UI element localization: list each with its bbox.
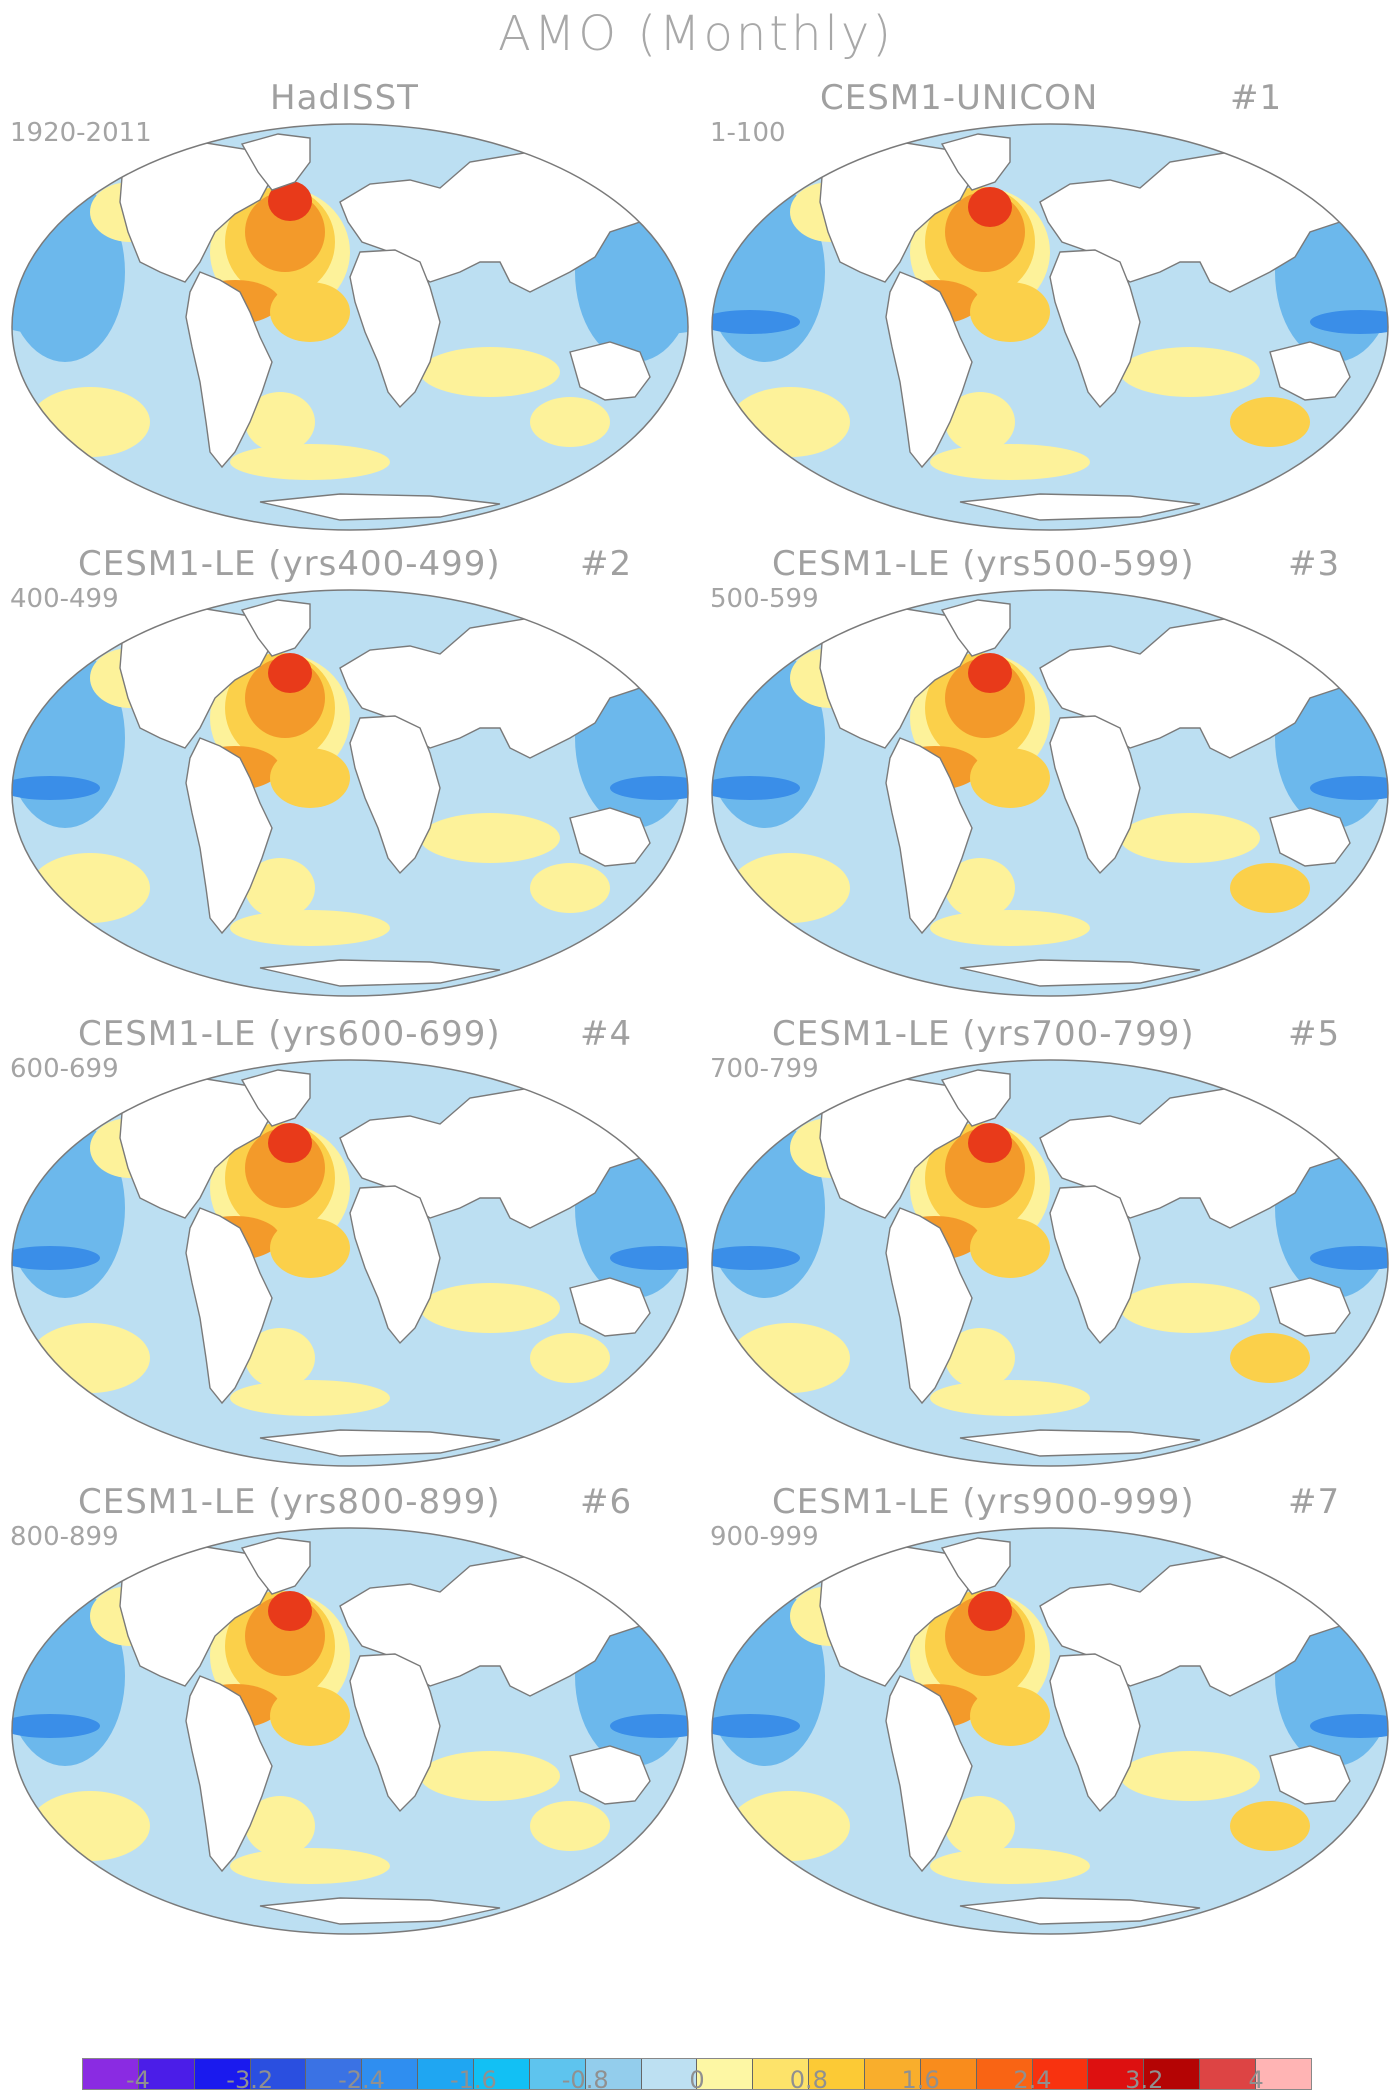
panel-title: HadISST (270, 78, 419, 118)
colorbar-box (585, 2059, 642, 2089)
colorbar-box (641, 2059, 698, 2089)
panel-number: #7 (1288, 1482, 1341, 1522)
colorbar-label: -0.8 (561, 2066, 609, 2094)
colorbar-label: 2.4 (1013, 2066, 1052, 2094)
colorbar-label: -2.4 (338, 2066, 385, 2094)
colorbar-label: 4 (1248, 2066, 1264, 2094)
map-0 (11, 123, 689, 531)
panel-title: CESM1-LE (yrs600-699) (78, 1014, 501, 1054)
colorbar-box (976, 2059, 1033, 2089)
panel-number: #6 (580, 1482, 633, 1522)
map-panel-p3: CESM1-LE (yrs500-599) #3 500-599 (700, 544, 1390, 1004)
panel-years: 900-999 (710, 1522, 819, 1552)
colorbar (82, 2058, 1312, 2090)
colorbar-box (865, 2059, 921, 2089)
panel-number: #5 (1288, 1014, 1341, 1054)
colorbar-box (1200, 2059, 1257, 2089)
panel-title: CESM1-UNICON (820, 78, 1099, 118)
panel-years: 800-899 (10, 1522, 119, 1552)
figure-title: AMO (Monthly) (498, 6, 894, 62)
colorbar-box (362, 2059, 419, 2089)
colorbar-box (529, 2059, 586, 2089)
colorbar-box (697, 2059, 754, 2089)
colorbar-box (138, 2059, 195, 2089)
map-panel-p2: CESM1-LE (yrs400-499) #2 400-499 (0, 544, 690, 1004)
map-1 (711, 123, 1389, 531)
colorbar-box (753, 2059, 810, 2089)
colorbar-box (920, 2059, 977, 2089)
map-panel-p1: CESM1-UNICON #1 1-100 (700, 78, 1390, 538)
map-panel-p5: CESM1-LE (yrs700-799) #5 700-799 (700, 1014, 1390, 1474)
panel-number: #1 (1230, 78, 1283, 118)
panel-years: 700-799 (710, 1054, 819, 1084)
map-6 (11, 1527, 689, 1935)
panel-title: CESM1-LE (yrs400-499) (78, 544, 501, 584)
map-4 (11, 1059, 689, 1467)
colorbar-label: -1.6 (449, 2066, 497, 2094)
colorbar-box (1256, 2059, 1311, 2089)
map-panel-p7: CESM1-LE (yrs900-999) #7 900-999 (700, 1482, 1390, 1942)
map-5 (711, 1059, 1389, 1467)
colorbar-label: 1.6 (901, 2066, 940, 2094)
colorbar-box (474, 2059, 530, 2089)
panel-years: 400-499 (10, 584, 119, 614)
panel-number: #3 (1288, 544, 1341, 584)
colorbar-box (809, 2059, 866, 2089)
map-7 (711, 1527, 1389, 1935)
panel-title: CESM1-LE (yrs800-899) (78, 1482, 501, 1522)
colorbar-box (194, 2059, 251, 2089)
colorbar-label: -4 (125, 2066, 150, 2094)
panel-years: 500-599 (710, 584, 819, 614)
panel-years: 1-100 (710, 118, 786, 148)
colorbar-boxes (82, 2058, 1312, 2090)
panel-title: CESM1-LE (yrs500-599) (772, 544, 1195, 584)
map-panel-p6: CESM1-LE (yrs800-899) #6 800-899 (0, 1482, 690, 1942)
map-3 (711, 589, 1389, 997)
colorbar-label: 0.8 (789, 2066, 828, 2094)
panel-years: 1920-2011 (10, 118, 152, 148)
map-panel-p4: CESM1-LE (yrs600-699) #4 600-699 (0, 1014, 690, 1474)
colorbar-box (1032, 2059, 1089, 2089)
colorbar-box (1144, 2059, 1201, 2089)
colorbar-box (1088, 2059, 1145, 2089)
panel-title: CESM1-LE (yrs700-799) (772, 1014, 1195, 1054)
panel-number: #4 (580, 1014, 633, 1054)
colorbar-label: -3.2 (226, 2066, 274, 2094)
colorbar-box (418, 2059, 475, 2089)
colorbar-box (83, 2059, 139, 2089)
panel-title: CESM1-LE (yrs900-999) (772, 1482, 1195, 1522)
colorbar-label: 0 (689, 2066, 705, 2094)
colorbar-box (306, 2059, 363, 2089)
map-2 (11, 589, 689, 997)
colorbar-label: 3.2 (1125, 2066, 1164, 2094)
panel-number: #2 (580, 544, 633, 584)
map-panel-p0: HadISST 1920-2011 (0, 78, 690, 538)
colorbar-box (250, 2059, 307, 2089)
panel-years: 600-699 (10, 1054, 119, 1084)
